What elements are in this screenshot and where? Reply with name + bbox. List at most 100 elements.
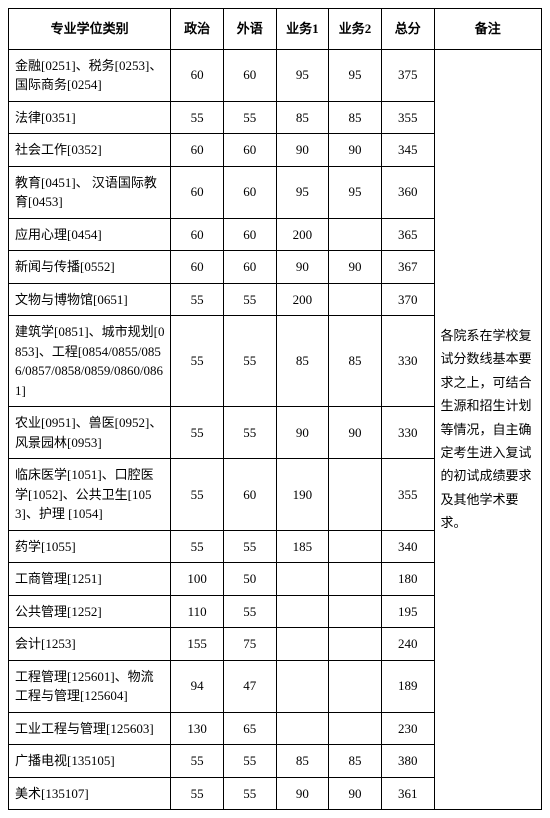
cell-score: 55 (223, 595, 276, 628)
cell-score: 65 (223, 712, 276, 745)
cell-score: 85 (329, 745, 382, 778)
cell-score: 55 (171, 530, 224, 563)
cell-score: 55 (171, 745, 224, 778)
cell-category: 社会工作[0352] (9, 134, 171, 167)
col-subject2: 业务2 (329, 9, 382, 50)
cell-score: 85 (276, 316, 329, 407)
cell-score: 200 (276, 283, 329, 316)
cell-category: 工程管理[125601]、物流工程与管理[125604] (9, 660, 171, 712)
cell-score: 90 (329, 407, 382, 459)
cell-score (329, 660, 382, 712)
cell-score: 240 (381, 628, 434, 661)
cell-category: 农业[0951]、兽医[0952]、风景园林[0953] (9, 407, 171, 459)
cell-score (329, 595, 382, 628)
cell-score: 365 (381, 218, 434, 251)
cell-score: 60 (171, 134, 224, 167)
cell-score (329, 218, 382, 251)
cell-score: 90 (276, 251, 329, 284)
cell-category: 公共管理[1252] (9, 595, 171, 628)
cell-category: 新闻与传播[0552] (9, 251, 171, 284)
cell-score: 155 (171, 628, 224, 661)
cell-score: 60 (223, 134, 276, 167)
cell-score: 367 (381, 251, 434, 284)
cell-score: 55 (223, 530, 276, 563)
cell-score: 90 (329, 251, 382, 284)
cell-category: 工业工程与管理[125603] (9, 712, 171, 745)
cell-score: 55 (171, 283, 224, 316)
table-row: 金融[0251]、税务[0253]、国际商务[0254]60609595375各… (9, 49, 542, 101)
cell-score: 60 (171, 49, 224, 101)
cell-score: 185 (276, 530, 329, 563)
cell-score: 100 (171, 563, 224, 596)
cell-category: 工商管理[1251] (9, 563, 171, 596)
cell-score (276, 660, 329, 712)
cell-score: 95 (276, 166, 329, 218)
cell-score: 60 (223, 459, 276, 531)
cell-score (329, 530, 382, 563)
header-row: 专业学位类别 政治 外语 业务1 业务2 总分 备注 (9, 9, 542, 50)
cell-score: 195 (381, 595, 434, 628)
cell-score (329, 459, 382, 531)
cell-score: 55 (171, 101, 224, 134)
cell-score: 95 (276, 49, 329, 101)
cell-score: 361 (381, 777, 434, 810)
cell-score: 55 (171, 316, 224, 407)
cell-category: 建筑学[0851]、城市规划[0853]、工程[0854/0855/0856/0… (9, 316, 171, 407)
cell-score (329, 628, 382, 661)
cell-score: 60 (223, 218, 276, 251)
cell-category: 文物与博物馆[0651] (9, 283, 171, 316)
col-category: 专业学位类别 (9, 9, 171, 50)
cell-category: 法律[0351] (9, 101, 171, 134)
cell-score: 90 (329, 134, 382, 167)
cell-score: 55 (171, 777, 224, 810)
cell-score: 50 (223, 563, 276, 596)
cell-score: 60 (223, 251, 276, 284)
cell-score: 60 (223, 166, 276, 218)
cell-score (276, 595, 329, 628)
cell-score: 230 (381, 712, 434, 745)
cell-score: 90 (276, 777, 329, 810)
cell-remark: 各院系在学校复试分数线基本要求之上，可结合生源和招生计划等情况，自主确定考生进入… (434, 49, 541, 810)
cell-category: 广播电视[135105] (9, 745, 171, 778)
cell-category: 药学[1055] (9, 530, 171, 563)
cell-score: 110 (171, 595, 224, 628)
cell-score: 355 (381, 101, 434, 134)
cell-score: 55 (223, 283, 276, 316)
cell-score: 360 (381, 166, 434, 218)
cell-score (276, 628, 329, 661)
cell-score: 60 (171, 166, 224, 218)
cell-category: 应用心理[0454] (9, 218, 171, 251)
cell-score: 375 (381, 49, 434, 101)
cell-score: 60 (223, 49, 276, 101)
cell-category: 会计[1253] (9, 628, 171, 661)
cell-score: 189 (381, 660, 434, 712)
cell-score: 370 (381, 283, 434, 316)
cell-score: 55 (171, 459, 224, 531)
cell-score: 55 (223, 745, 276, 778)
cell-score: 200 (276, 218, 329, 251)
cell-score (276, 563, 329, 596)
cell-score: 95 (329, 49, 382, 101)
cell-score: 85 (276, 101, 329, 134)
cell-category: 金融[0251]、税务[0253]、国际商务[0254] (9, 49, 171, 101)
col-politics: 政治 (171, 9, 224, 50)
cell-score: 85 (329, 316, 382, 407)
cell-score: 55 (223, 316, 276, 407)
cell-score: 330 (381, 316, 434, 407)
score-table: 专业学位类别 政治 外语 业务1 业务2 总分 备注 金融[0251]、税务[0… (8, 8, 542, 810)
cell-score: 55 (171, 407, 224, 459)
cell-score: 380 (381, 745, 434, 778)
cell-score (276, 712, 329, 745)
cell-score: 75 (223, 628, 276, 661)
col-subject1: 业务1 (276, 9, 329, 50)
cell-score: 330 (381, 407, 434, 459)
cell-score: 94 (171, 660, 224, 712)
cell-score: 90 (276, 134, 329, 167)
cell-score: 85 (329, 101, 382, 134)
cell-category: 教育[0451]、 汉语国际教育[0453] (9, 166, 171, 218)
col-remark: 备注 (434, 9, 541, 50)
col-language: 外语 (223, 9, 276, 50)
cell-score: 60 (171, 218, 224, 251)
cell-score: 47 (223, 660, 276, 712)
cell-score: 130 (171, 712, 224, 745)
